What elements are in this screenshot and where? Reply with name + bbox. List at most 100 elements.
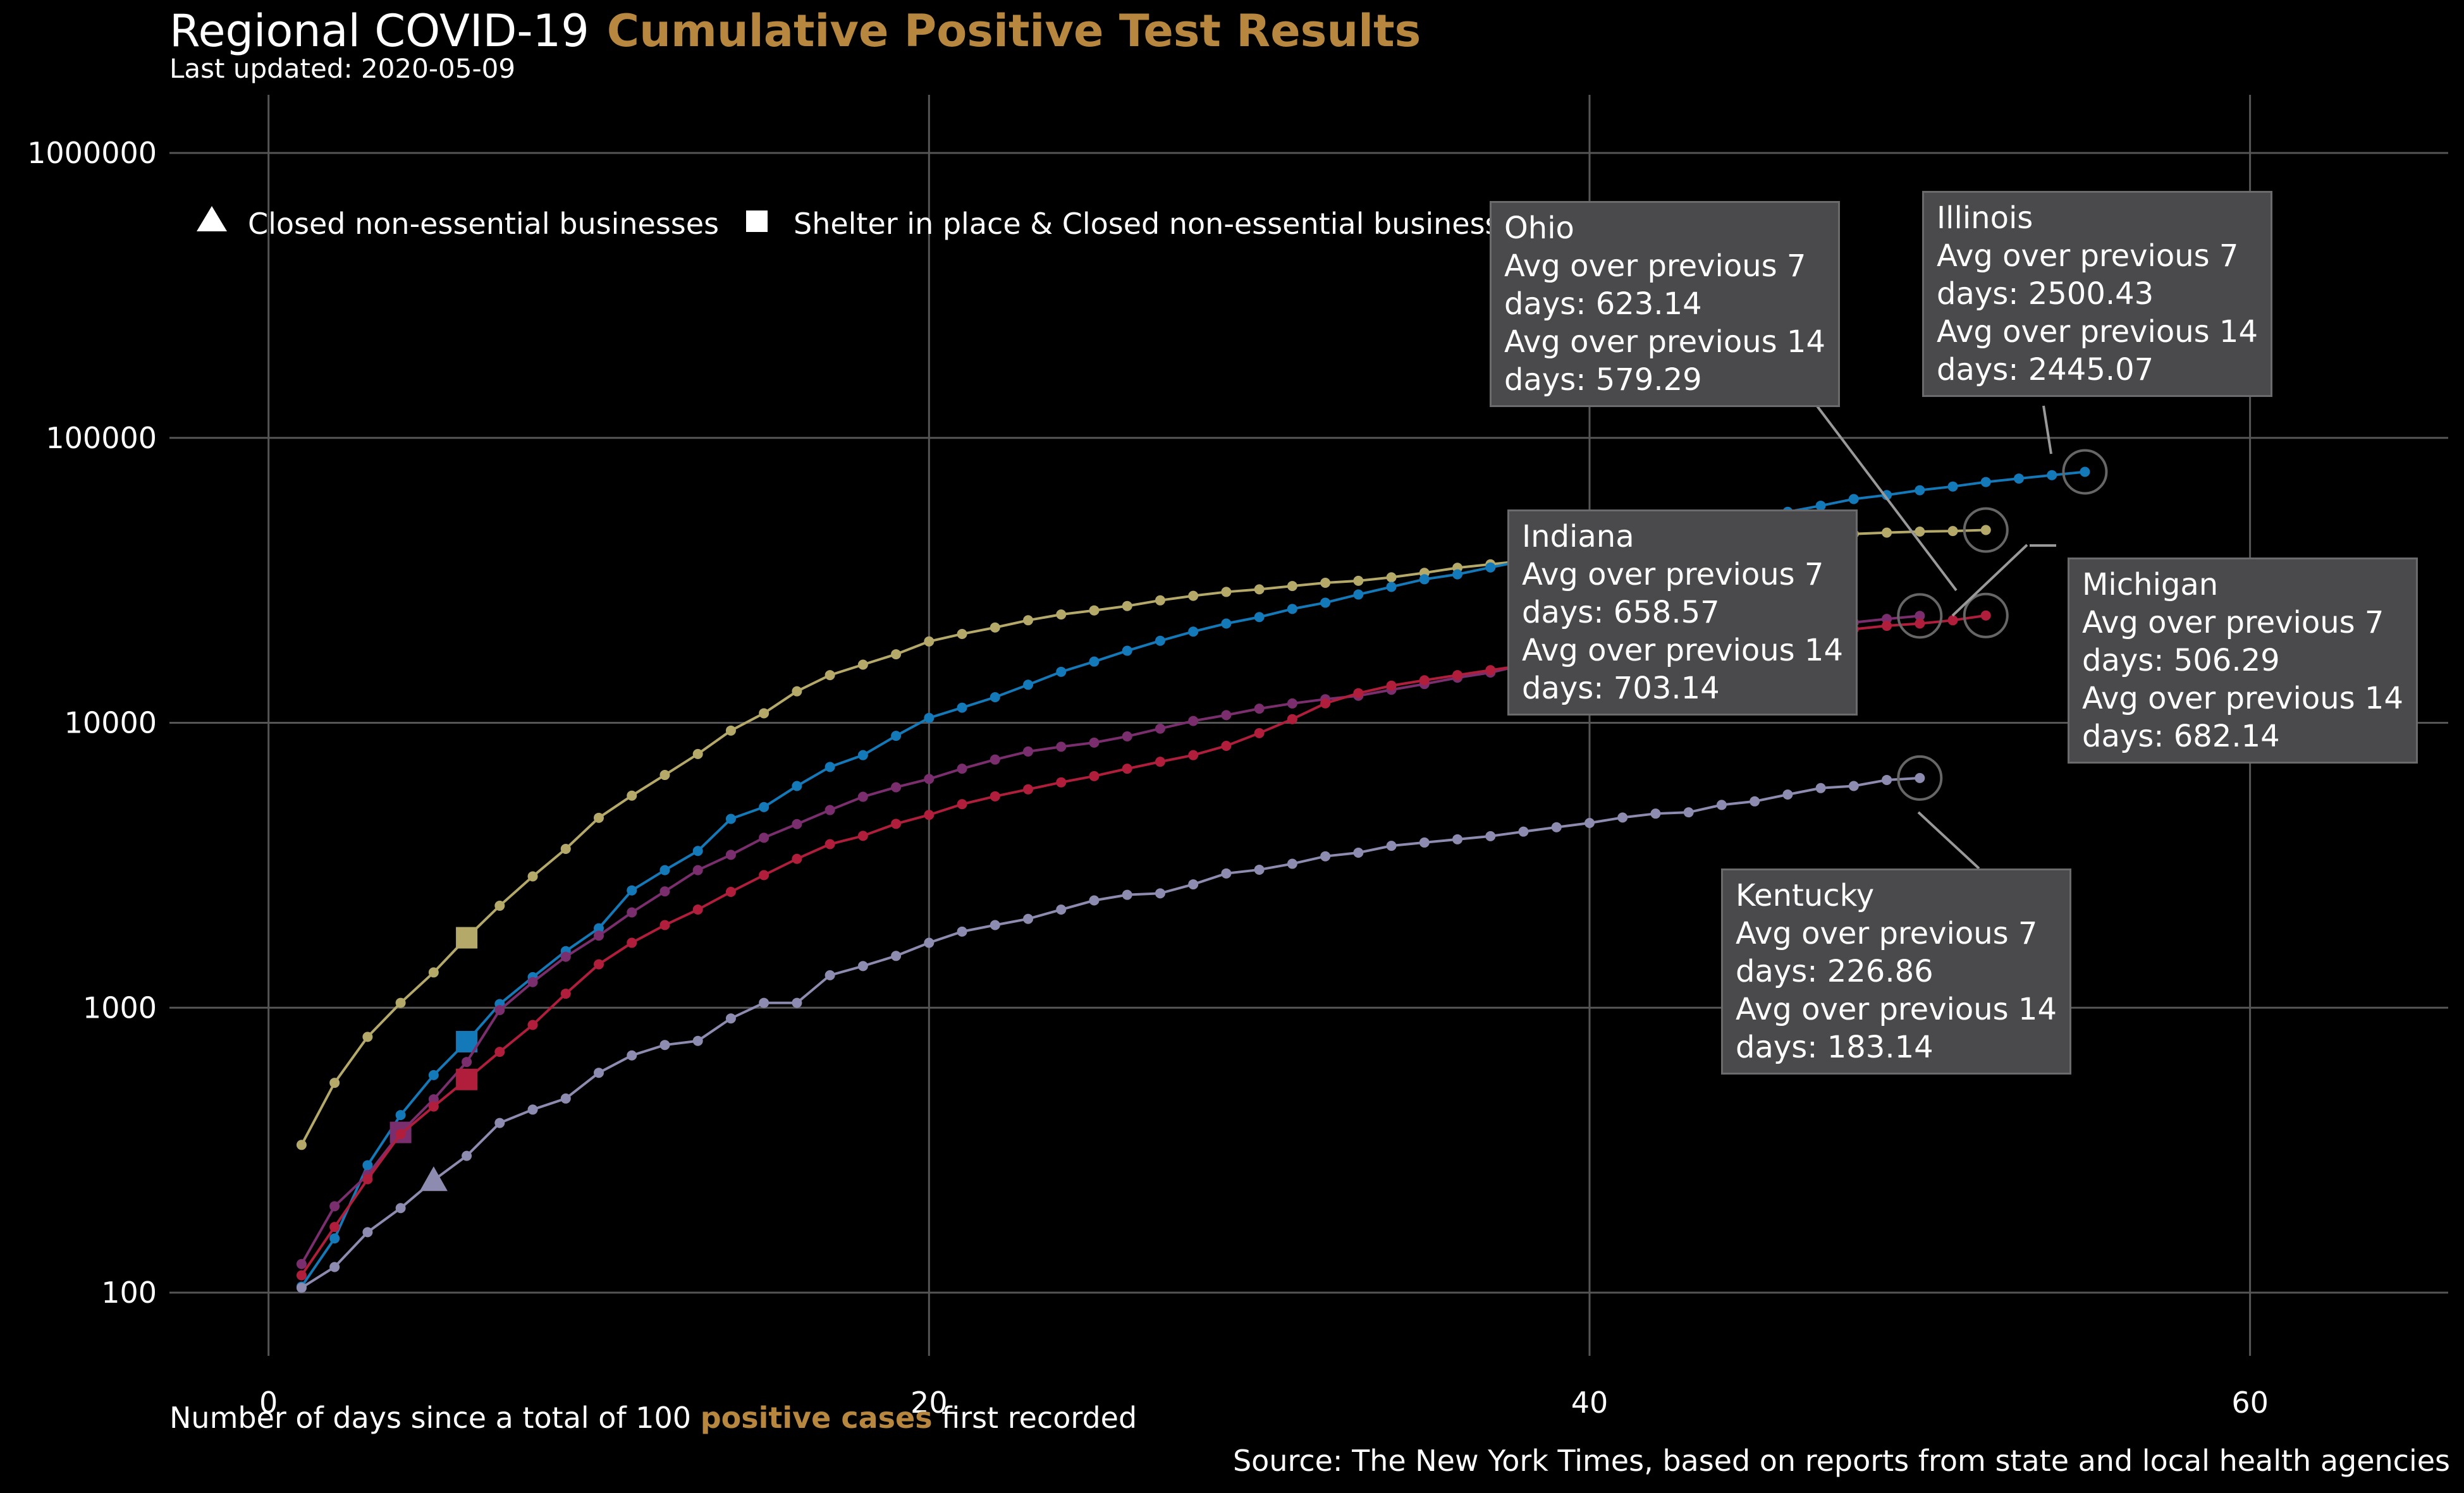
data-point — [824, 839, 835, 850]
data-point — [1155, 723, 1165, 734]
data-point — [362, 1227, 373, 1238]
tooltip-line: Avg over previous 14 — [2082, 681, 2404, 716]
data-point — [296, 1270, 307, 1281]
tooltip-line: Avg over previous 7 — [1522, 557, 1824, 592]
data-point — [1782, 789, 1793, 800]
data-point — [594, 812, 604, 823]
data-point — [1056, 777, 1067, 788]
data-point — [1320, 698, 1331, 709]
data-point — [824, 970, 835, 980]
data-point — [857, 961, 868, 972]
data-point — [891, 731, 902, 741]
tooltip-line: days: 2500.43 — [1937, 276, 2154, 312]
data-point — [594, 1068, 604, 1078]
data-point — [594, 959, 604, 970]
data-point — [1386, 680, 1397, 691]
data-point — [1155, 595, 1165, 606]
data-point — [1386, 572, 1397, 583]
data-point — [990, 754, 1000, 765]
data-point — [1122, 645, 1132, 656]
data-point — [759, 801, 769, 812]
data-point — [792, 781, 802, 791]
data-point — [1882, 527, 1892, 538]
data-point — [1023, 746, 1034, 757]
data-point — [957, 799, 967, 810]
data-point — [792, 686, 802, 697]
data-point — [1254, 584, 1265, 595]
source-note: Source: The New York Times, based on rep… — [1232, 1444, 2450, 1478]
data-point — [725, 850, 736, 860]
data-point — [462, 1150, 472, 1161]
leader-line — [2042, 405, 2052, 454]
tooltip-title: Indiana — [1522, 519, 1634, 554]
highlight-ring-ohio — [1963, 507, 2009, 553]
data-point — [329, 1233, 340, 1244]
data-point — [924, 712, 935, 723]
legend-square-label: Shelter in place & Closed non-essential … — [794, 207, 1533, 241]
data-point — [1848, 494, 1859, 504]
data-point — [627, 885, 637, 896]
data-point — [1750, 796, 1760, 807]
data-point — [891, 951, 902, 961]
x-axis-label: Number of days since a total of 100 posi… — [169, 1401, 1137, 1435]
data-point — [362, 1174, 373, 1185]
data-point — [428, 967, 439, 978]
policy-triangle-marker — [419, 1166, 448, 1191]
y-tick-label: 1000 — [83, 990, 157, 1025]
y-tick-label: 100 — [101, 1276, 157, 1310]
data-point — [1254, 864, 1265, 875]
data-point — [494, 1005, 505, 1016]
data-point — [1882, 774, 1892, 785]
data-point — [957, 628, 967, 639]
data-point — [1221, 868, 1232, 879]
data-point — [1023, 784, 1034, 795]
tooltip-line: days: 682.14 — [2082, 719, 2280, 754]
legend-square-icon — [746, 210, 768, 232]
data-point — [1452, 569, 1463, 580]
tooltip-illinois: Illinois Avg over previous 7 days: 2500.… — [1922, 191, 2273, 397]
data-point — [594, 930, 604, 941]
tooltip-line: days: 506.29 — [2082, 643, 2280, 678]
data-point — [428, 1094, 439, 1105]
data-point — [990, 791, 1000, 801]
data-point — [1122, 889, 1132, 900]
data-point — [1254, 728, 1265, 738]
data-point — [1056, 741, 1067, 752]
data-point — [329, 1201, 340, 1212]
data-point — [462, 1057, 472, 1068]
data-point — [527, 871, 538, 882]
data-point — [990, 622, 1000, 633]
data-point — [857, 659, 868, 670]
tooltip-line: days: 623.14 — [1504, 286, 1702, 322]
data-point — [759, 870, 769, 881]
data-point — [1419, 574, 1430, 585]
tooltip-indiana: Indiana Avg over previous 7 days: 658.57… — [1507, 509, 1858, 716]
data-point — [1155, 757, 1165, 767]
data-point — [759, 832, 769, 843]
title-prefix: Regional COVID-19 — [169, 5, 589, 57]
tooltip-line: Avg over previous 7 — [2082, 605, 2384, 640]
x-tick-label: 20 — [910, 1386, 948, 1420]
data-point — [1089, 771, 1100, 781]
data-point — [1386, 841, 1397, 851]
data-point — [1882, 490, 1892, 501]
last-updated: Last updated: 2020-05-09 — [169, 53, 516, 84]
data-point — [627, 1050, 637, 1061]
data-point — [527, 977, 538, 987]
data-point — [1155, 635, 1165, 646]
policy-square-marker — [456, 927, 478, 949]
data-point — [1089, 656, 1100, 667]
data-point — [1089, 605, 1100, 616]
data-point — [1023, 679, 1034, 690]
data-point — [692, 865, 703, 875]
data-point — [296, 1140, 307, 1150]
data-point — [362, 1160, 373, 1171]
data-point — [659, 1040, 670, 1051]
data-point — [1915, 611, 1925, 621]
data-point — [1915, 526, 1925, 537]
data-point — [792, 997, 802, 1008]
data-point — [1122, 600, 1132, 611]
data-point — [1089, 737, 1100, 748]
highlight-ring-indiana — [1897, 593, 1943, 639]
data-point — [1915, 618, 1925, 629]
